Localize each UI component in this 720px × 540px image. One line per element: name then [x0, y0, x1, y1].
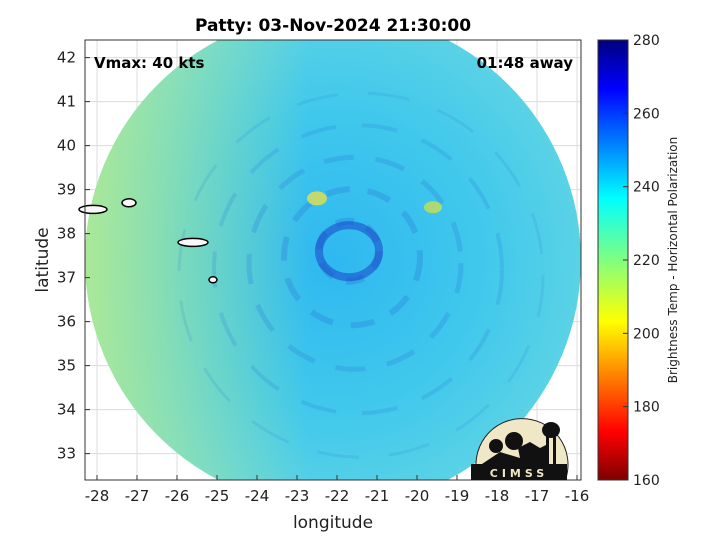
- y-tick-label: 41: [57, 93, 76, 111]
- x-tick-label: -28: [85, 487, 110, 505]
- vmax-annotation: Vmax: 40 kts: [94, 54, 204, 72]
- x-tick-label: -19: [445, 487, 470, 505]
- y-tick-label: 35: [57, 357, 76, 375]
- x-axis-ticks: -28 -27 -26 -25 -24 -23 -22 -21 -20 -19 -18 -17 -16: [85, 475, 590, 505]
- cimss-logo-text: CIMSS: [490, 467, 548, 480]
- swath-image: [85, 40, 581, 480]
- chart-title: Patty: 03-Nov-2024 21:30:00: [195, 16, 471, 36]
- y-tick-label: 36: [57, 313, 76, 331]
- y-tick-label: 42: [57, 49, 76, 67]
- island-outlines: [78, 198, 218, 284]
- x-tick-label: -20: [405, 487, 430, 505]
- y-tick-label: 39: [57, 181, 76, 199]
- time-away-annotation: 01:48 away: [477, 54, 574, 72]
- y-tick-label: 37: [57, 269, 76, 287]
- plot-frame: [84, 39, 582, 481]
- x-tick-label: -23: [285, 487, 310, 505]
- cimss-logo: CIMSS: [471, 418, 569, 480]
- x-tick-label: -17: [525, 487, 550, 505]
- colorbar-ticks: 160 180 200 220 240 260 280: [623, 33, 660, 489]
- x-tick-label: -16: [565, 487, 590, 505]
- y-tick-label: 34: [57, 401, 76, 419]
- colorbar: 160 180 200 220 240 260 280 Brightness Temp - …: [597, 33, 680, 489]
- island-outline: [78, 204, 108, 215]
- y-tick-label: 40: [57, 137, 76, 155]
- x-tick-label: -25: [205, 487, 230, 505]
- colorbar-tick-label: 160: [633, 473, 660, 489]
- island-outline: [208, 276, 218, 284]
- colorbar-tick-label: 260: [633, 106, 660, 122]
- colorbar-tick-label: 180: [633, 400, 660, 416]
- y-tick-label: 33: [57, 445, 76, 463]
- x-tick-label: -24: [245, 487, 270, 505]
- x-tick-label: -18: [485, 487, 510, 505]
- x-tick-label: -22: [325, 487, 350, 505]
- colorbar-tick-label: 280: [633, 33, 660, 49]
- y-axis-ticks: 33 34 35 36 37 38 39 40 41 42: [57, 49, 90, 463]
- x-tick-label: -27: [125, 487, 150, 505]
- x-tick-label: -26: [165, 487, 190, 505]
- colorbar-label: Brightness Temp - Horizontal Polarizatio…: [666, 137, 680, 384]
- island-outline: [177, 237, 209, 248]
- island-outline: [121, 198, 137, 208]
- colorbar-tick-label: 220: [633, 253, 660, 269]
- colorbar-tick-label: 200: [633, 326, 660, 342]
- y-tick-label: 38: [57, 225, 76, 243]
- colorbar-tick-label: 240: [633, 180, 660, 196]
- plot-area: -28 -27 -26 -25 -24 -23 -22 -21 -20 -19 -18 -17 -16 …: [57, 39, 590, 505]
- y-axis-label: latitude: [33, 227, 53, 292]
- x-tick-label: -21: [365, 487, 390, 505]
- x-axis-label: longitude: [293, 513, 373, 533]
